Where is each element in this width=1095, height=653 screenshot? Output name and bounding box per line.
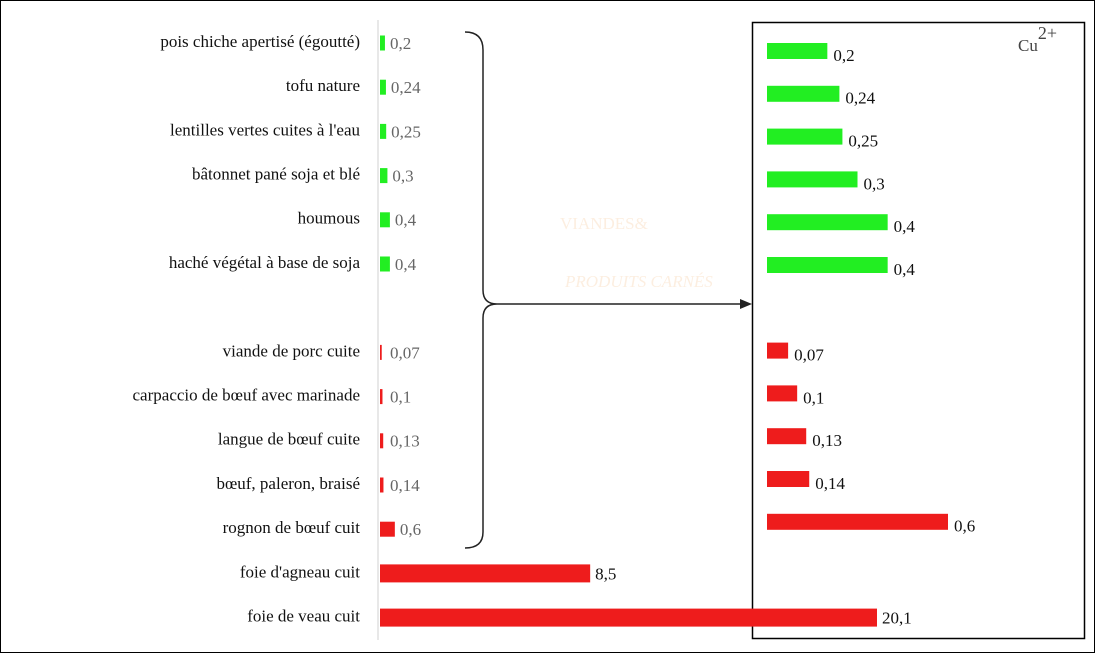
value-label: 0,13 (390, 432, 420, 451)
bar (380, 35, 385, 51)
watermark: VIANDES& PRODUITS CARNÉS (560, 214, 713, 291)
bar (380, 433, 384, 449)
watermark-subtitle: PRODUITS CARNÉS (564, 272, 713, 291)
value-label: 8,5 (595, 564, 616, 583)
category-label: bâtonnet pané soja et blé (192, 165, 360, 184)
value-label: 0,14 (390, 476, 420, 495)
inset-bar (767, 43, 828, 59)
bar (380, 608, 877, 627)
category-label: pois chiche apertisé (égoutté) (160, 32, 360, 51)
category-label: rognon de bœuf cuit (223, 518, 361, 537)
inset-value-label: 0,3 (864, 174, 885, 193)
bar (380, 477, 384, 493)
inset-value-label: 0,2 (833, 46, 854, 65)
inset-value-label: 0,1 (803, 388, 824, 407)
inset-value-label: 0,25 (848, 132, 878, 151)
bar (380, 564, 591, 583)
bar (380, 344, 382, 360)
category-label: foie d'agneau cuit (240, 562, 360, 581)
inset-bar (767, 513, 948, 530)
category-label: langue de bœuf cuite (218, 430, 360, 449)
inset-title: Cu2+ (1018, 23, 1057, 55)
inset-bar (767, 385, 798, 402)
inset-title-sup: 2+ (1038, 23, 1057, 43)
category-label: viande de porc cuite (223, 341, 360, 360)
value-label: 0,3 (392, 167, 413, 186)
bar (380, 389, 383, 405)
category-label: tofu nature (286, 76, 360, 95)
inset-value-label: 0,13 (812, 431, 842, 450)
value-label: 0,1 (390, 388, 411, 407)
value-label: 0,6 (400, 520, 421, 539)
value-label: 0,24 (391, 78, 421, 97)
inset-value-label: 0,6 (954, 517, 975, 536)
inset-title-main: Cu (1018, 36, 1038, 55)
category-label: bœuf, paleron, braisé (216, 474, 360, 493)
inset-value-label: 0,4 (894, 260, 916, 279)
inset-bar (767, 471, 810, 487)
category-label: foie de veau cuit (247, 607, 360, 626)
inset-value-label: 0,4 (894, 217, 916, 236)
bar (380, 79, 386, 95)
arrow-head (740, 299, 752, 309)
value-label: 20,1 (882, 609, 912, 628)
bar (380, 521, 395, 537)
value-label: 0,4 (395, 255, 417, 274)
bar (380, 168, 388, 184)
value-label: 0,25 (391, 122, 421, 141)
inset-bar (767, 428, 807, 445)
inset-bar (767, 342, 789, 359)
bar (380, 212, 390, 228)
value-label: 0,2 (390, 34, 411, 53)
category-label: houmous (298, 209, 360, 228)
bar (380, 123, 387, 139)
inset-bar (767, 171, 858, 188)
watermark-title: VIANDES& (560, 214, 648, 233)
bar (380, 256, 390, 272)
category-label: carpaccio de bœuf avec marinade (133, 386, 360, 405)
inset-value-label: 0,07 (794, 346, 824, 365)
inset-bar (767, 128, 843, 145)
inset-value-label: 0,24 (845, 89, 875, 108)
inset-bar (767, 257, 888, 273)
category-label: haché végétal à base de soja (169, 253, 361, 272)
inset-value-label: 0,14 (815, 474, 845, 493)
inset-box (751, 21, 1086, 640)
value-label: 0,4 (395, 211, 417, 230)
inset-bar (767, 214, 888, 231)
category-label: lentilles vertes cuites à l'eau (170, 120, 360, 139)
inset-bar (767, 85, 840, 102)
value-label: 0,07 (390, 343, 420, 362)
